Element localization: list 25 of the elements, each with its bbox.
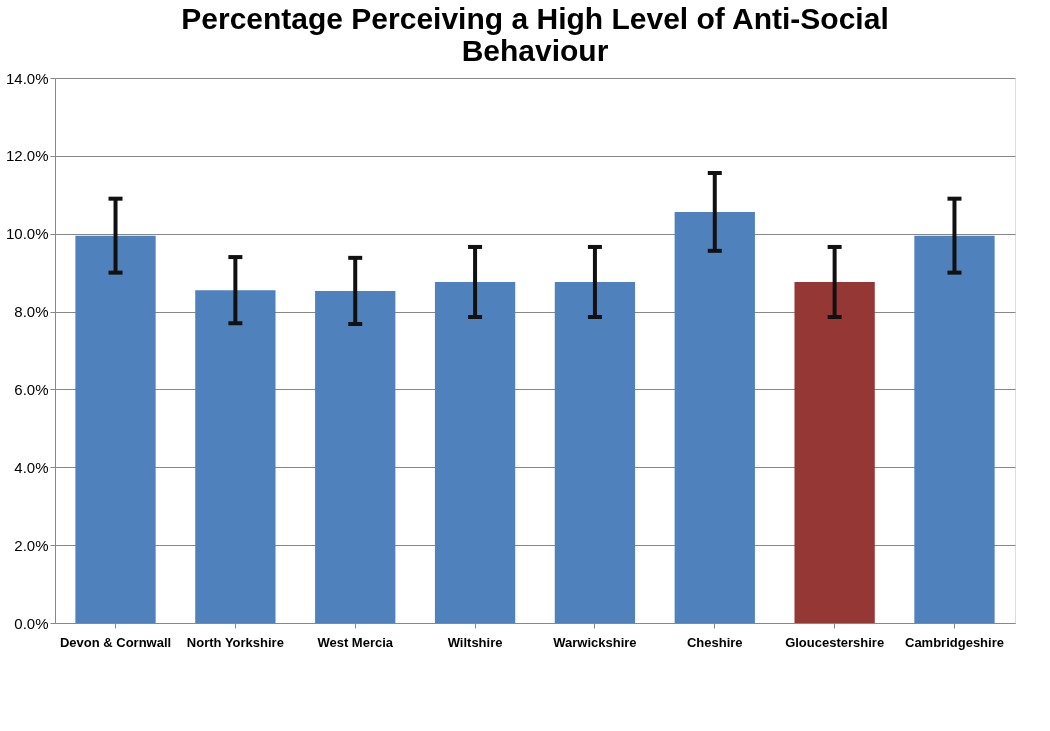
bar	[195, 290, 276, 623]
y-tick-label: 10.0%	[5, 225, 49, 243]
y-tick-label: 6.0%	[14, 380, 49, 398]
bar	[914, 235, 995, 623]
bar	[794, 281, 875, 623]
x-tick-label: North Yorkshire	[186, 634, 284, 650]
x-tick-label: Warwickshire	[553, 634, 637, 650]
y-tick-label: 12.0%	[5, 147, 49, 165]
y-tick-label: 2.0%	[14, 536, 49, 554]
y-tick-label: 14.0%	[5, 69, 49, 87]
chart-title: Percentage Perceiving a High Level of Anti-Social Behaviour	[181, 2, 889, 67]
y-tick-label: 8.0%	[14, 303, 49, 321]
x-tick-label: Cheshire	[686, 634, 743, 650]
bar	[554, 281, 636, 623]
bar	[315, 290, 396, 623]
x-tick-label: Gloucestershire	[785, 634, 885, 650]
bar	[75, 235, 156, 623]
bar	[674, 211, 755, 623]
x-tick-label: Wiltshire	[447, 634, 503, 650]
x-tick-label: Devon & Cornwall	[59, 634, 172, 650]
bar	[434, 281, 516, 623]
x-tick-label: Cambridgeshire	[904, 634, 1004, 650]
x-tick-label: West Mercia	[317, 634, 394, 650]
y-tick-label: 4.0%	[14, 458, 49, 476]
y-tick-label: 0.0%	[14, 614, 49, 632]
